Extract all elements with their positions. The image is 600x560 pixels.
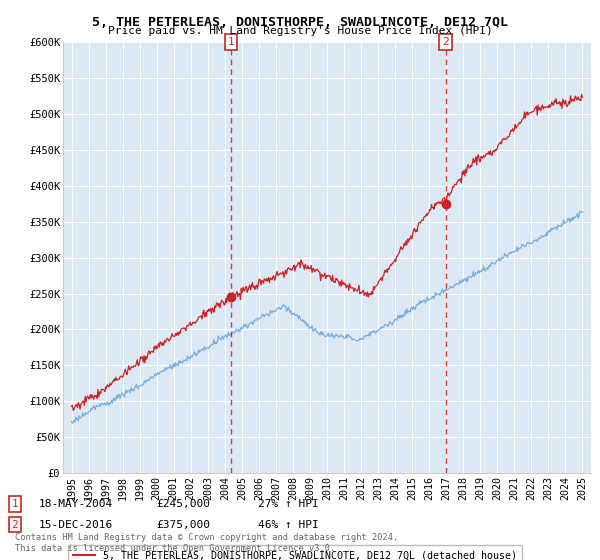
Text: 46% ↑ HPI: 46% ↑ HPI bbox=[258, 520, 319, 530]
Text: 5, THE PETERLEAS, DONISTHORPE, SWADLINCOTE, DE12 7QL: 5, THE PETERLEAS, DONISTHORPE, SWADLINCO… bbox=[92, 16, 508, 29]
Legend: 5, THE PETERLEAS, DONISTHORPE, SWADLINCOTE, DE12 7QL (detached house), HPI: Aver: 5, THE PETERLEAS, DONISTHORPE, SWADLINCO… bbox=[68, 545, 522, 560]
Text: £375,000: £375,000 bbox=[156, 520, 210, 530]
Text: 27% ↑ HPI: 27% ↑ HPI bbox=[258, 499, 319, 509]
Text: 1: 1 bbox=[11, 499, 19, 509]
Text: £245,000: £245,000 bbox=[156, 499, 210, 509]
Text: Price paid vs. HM Land Registry's House Price Index (HPI): Price paid vs. HM Land Registry's House … bbox=[107, 26, 493, 36]
Text: Contains HM Land Registry data © Crown copyright and database right 2024.
This d: Contains HM Land Registry data © Crown c… bbox=[15, 533, 398, 553]
Text: 18-MAY-2004: 18-MAY-2004 bbox=[39, 499, 113, 509]
Text: 2: 2 bbox=[442, 37, 449, 47]
Text: 15-DEC-2016: 15-DEC-2016 bbox=[39, 520, 113, 530]
Text: 2: 2 bbox=[11, 520, 19, 530]
Bar bbox=[231, 42, 446, 473]
Text: 1: 1 bbox=[228, 37, 235, 47]
